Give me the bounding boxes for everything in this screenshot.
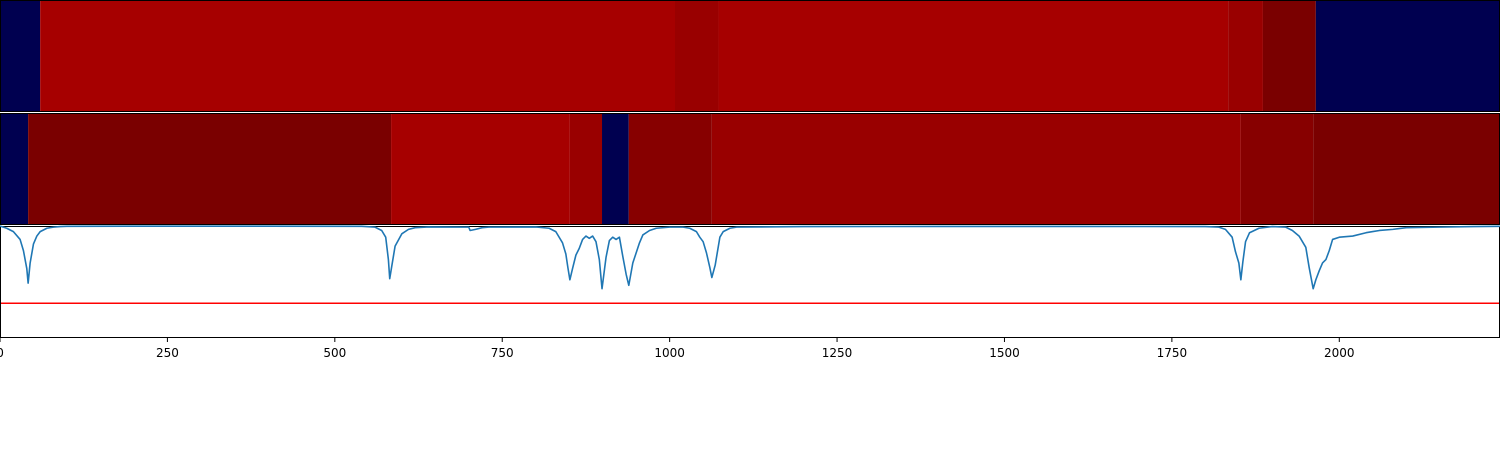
- heatmap-row1-segment: [718, 0, 1229, 112]
- heatmap-row2-segment: [1313, 113, 1500, 225]
- x-tick-label: 500: [323, 346, 346, 360]
- x-tick-label: 750: [491, 346, 514, 360]
- heatmap-row1-segment: [1262, 0, 1316, 112]
- heatmap-row2-segment: [628, 113, 712, 225]
- x-tick-label: 1500: [989, 346, 1020, 360]
- heatmap-row1-segment: [1315, 0, 1500, 112]
- heatmap-row2-segment: [711, 113, 1241, 225]
- x-tick-label: 0: [0, 346, 4, 360]
- signal-line: [0, 225, 1500, 290]
- signal-panel-frame: [0, 226, 1500, 338]
- heatmap-row1-segment: [0, 0, 41, 112]
- signal-panel: [0, 225, 1500, 338]
- x-tick-label: 1750: [1157, 346, 1188, 360]
- x-tick-label: 1250: [822, 346, 853, 360]
- heatmap-layer: [0, 0, 1500, 225]
- heatmap-row1-segment: [1228, 0, 1263, 112]
- heatmap-row1-segment: [40, 0, 675, 112]
- heatmap-row2-segment: [569, 113, 603, 225]
- heatmap-row2-segment: [0, 113, 29, 225]
- x-axis: 0 250 500 750 1000 1250 1500 1750 2000: [0, 338, 1355, 360]
- heatmap-row2-segment: [602, 113, 629, 225]
- heatmap-row2-segment: [1240, 113, 1314, 225]
- heatmap-row2-segment: [391, 113, 570, 225]
- x-tick-label: 1000: [654, 346, 685, 360]
- x-tick-label: 2000: [1324, 346, 1355, 360]
- heatmap-row2-segment: [28, 113, 392, 225]
- heatmap-row1-segment: [675, 0, 719, 112]
- x-tick-label: 250: [156, 346, 179, 360]
